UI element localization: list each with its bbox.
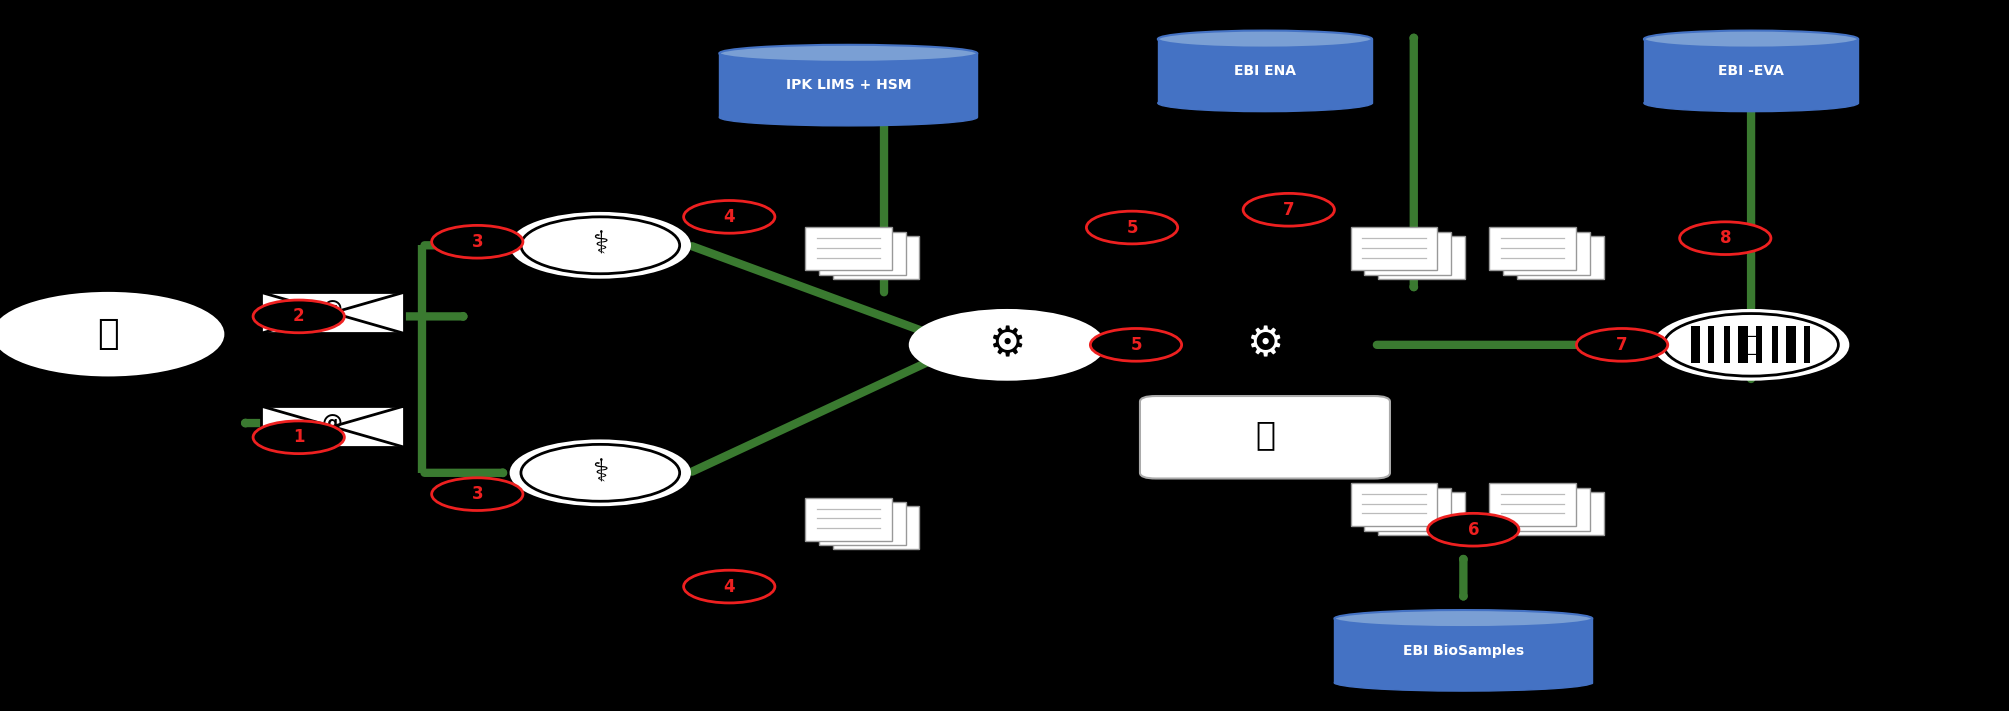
Text: 4: 4 xyxy=(723,577,735,596)
FancyBboxPatch shape xyxy=(1517,492,1603,535)
Circle shape xyxy=(683,201,775,233)
Circle shape xyxy=(253,421,344,454)
Circle shape xyxy=(432,478,522,510)
Ellipse shape xyxy=(1157,95,1372,112)
FancyBboxPatch shape xyxy=(1334,619,1593,683)
Text: 7: 7 xyxy=(1284,201,1294,219)
Text: @: @ xyxy=(321,412,344,432)
FancyBboxPatch shape xyxy=(1690,326,1700,363)
FancyBboxPatch shape xyxy=(834,236,920,279)
FancyBboxPatch shape xyxy=(1708,326,1714,363)
Circle shape xyxy=(0,293,223,375)
Text: 8: 8 xyxy=(1720,229,1732,247)
Circle shape xyxy=(432,225,522,258)
Ellipse shape xyxy=(719,45,976,62)
Text: @: @ xyxy=(321,299,344,319)
FancyBboxPatch shape xyxy=(1364,232,1450,274)
Text: EBI ENA: EBI ENA xyxy=(1234,64,1296,78)
FancyBboxPatch shape xyxy=(1643,39,1858,103)
Text: ⚕: ⚕ xyxy=(593,231,609,260)
FancyBboxPatch shape xyxy=(1157,39,1372,103)
Circle shape xyxy=(520,444,679,501)
FancyBboxPatch shape xyxy=(261,406,404,447)
Circle shape xyxy=(1577,328,1667,361)
Circle shape xyxy=(910,310,1105,380)
FancyBboxPatch shape xyxy=(820,502,906,545)
FancyBboxPatch shape xyxy=(1378,236,1465,279)
Text: EBI -EVA: EBI -EVA xyxy=(1718,64,1784,78)
Text: 🏛: 🏛 xyxy=(96,317,119,351)
Circle shape xyxy=(1428,513,1519,546)
Text: 5: 5 xyxy=(1131,336,1141,354)
Circle shape xyxy=(510,213,689,277)
FancyBboxPatch shape xyxy=(1786,326,1796,363)
Circle shape xyxy=(1653,310,1848,380)
FancyBboxPatch shape xyxy=(1364,488,1450,530)
Circle shape xyxy=(1663,314,1838,376)
FancyBboxPatch shape xyxy=(1804,326,1810,363)
Circle shape xyxy=(510,441,689,505)
Text: ⚙: ⚙ xyxy=(1246,324,1284,366)
FancyBboxPatch shape xyxy=(1378,492,1465,535)
Ellipse shape xyxy=(1334,610,1593,627)
Text: ⚕: ⚕ xyxy=(593,459,609,487)
FancyBboxPatch shape xyxy=(1139,396,1390,479)
FancyBboxPatch shape xyxy=(1517,236,1603,279)
Circle shape xyxy=(683,570,775,603)
FancyBboxPatch shape xyxy=(806,498,892,540)
Circle shape xyxy=(1167,310,1362,380)
FancyBboxPatch shape xyxy=(1350,483,1436,526)
FancyBboxPatch shape xyxy=(834,506,920,549)
FancyBboxPatch shape xyxy=(719,53,976,117)
FancyBboxPatch shape xyxy=(261,292,404,333)
FancyBboxPatch shape xyxy=(1772,326,1778,363)
Circle shape xyxy=(520,217,679,274)
Ellipse shape xyxy=(1643,95,1858,112)
Circle shape xyxy=(1091,328,1181,361)
Ellipse shape xyxy=(1334,674,1593,691)
Circle shape xyxy=(1680,222,1770,255)
Text: 🧬: 🧬 xyxy=(1744,335,1758,355)
FancyBboxPatch shape xyxy=(820,232,906,274)
Text: 3: 3 xyxy=(472,485,482,503)
FancyBboxPatch shape xyxy=(1756,326,1762,363)
FancyBboxPatch shape xyxy=(806,228,892,270)
Text: ⚙: ⚙ xyxy=(988,324,1027,366)
Text: 5: 5 xyxy=(1127,218,1137,237)
Circle shape xyxy=(253,300,344,333)
Text: EBI BioSamples: EBI BioSamples xyxy=(1402,643,1525,658)
Text: 💬: 💬 xyxy=(1256,418,1276,451)
Circle shape xyxy=(1244,193,1334,226)
FancyBboxPatch shape xyxy=(1489,483,1577,526)
Ellipse shape xyxy=(719,109,976,126)
Text: 2: 2 xyxy=(293,307,305,326)
Text: 3: 3 xyxy=(472,232,482,251)
Text: IPK LIMS + HSM: IPK LIMS + HSM xyxy=(786,78,910,92)
Text: 6: 6 xyxy=(1467,520,1479,539)
Text: 1: 1 xyxy=(293,428,305,447)
FancyBboxPatch shape xyxy=(1503,232,1589,274)
Text: 4: 4 xyxy=(723,208,735,226)
Ellipse shape xyxy=(1157,31,1372,48)
FancyBboxPatch shape xyxy=(1350,228,1436,270)
Text: 7: 7 xyxy=(1617,336,1627,354)
Ellipse shape xyxy=(1643,31,1858,48)
FancyBboxPatch shape xyxy=(1724,326,1730,363)
FancyBboxPatch shape xyxy=(1503,488,1589,530)
FancyBboxPatch shape xyxy=(1738,326,1748,363)
Circle shape xyxy=(1087,211,1177,244)
FancyBboxPatch shape xyxy=(1489,228,1577,270)
